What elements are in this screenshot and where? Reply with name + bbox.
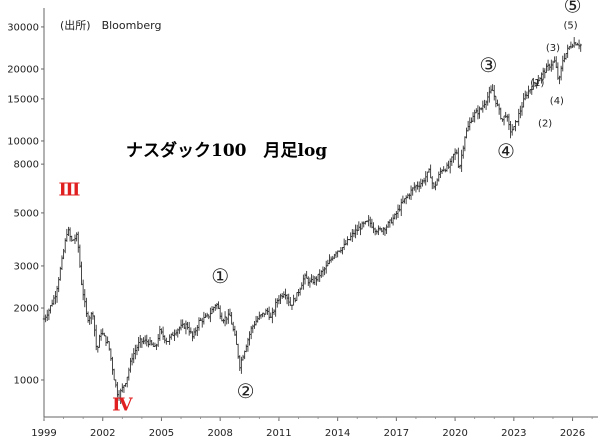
wave-label: Ⅳ	[112, 395, 133, 416]
x-tick-label: 2017	[384, 428, 409, 439]
wave-label: (4)	[550, 96, 564, 107]
y-tick-label: 15000	[7, 94, 39, 105]
x-tick-label: 2026	[560, 428, 585, 439]
wave-label: Ⅲ	[58, 180, 80, 201]
wave-label: ①	[211, 264, 229, 288]
y-tick-label: 5000	[14, 208, 39, 219]
y-tick-label: 1000	[14, 375, 39, 386]
x-tick-label: 2023	[501, 428, 526, 439]
y-tick-label: 10000	[7, 136, 39, 147]
wave-label: ⑤	[564, 0, 582, 17]
y-tick-label: 30000	[7, 22, 39, 33]
wave-label: (5)	[564, 21, 578, 32]
x-tick-label: 2008	[207, 428, 232, 439]
wave-annotations: ⅢⅣⅤ①②③④⑤(1)(2)(3)(4)(5)	[58, 0, 581, 416]
y-tick-label: 20000	[7, 65, 39, 76]
wave-label: (1)	[530, 78, 544, 89]
y-tick-label: 3000	[14, 261, 39, 272]
x-tick-label: 2011	[266, 428, 291, 439]
wave-label: (2)	[538, 118, 552, 129]
x-tick-label: 2002	[90, 428, 115, 439]
wave-label: ②	[237, 379, 255, 403]
chart-axes: 1000 2000 3000 5000 8000 10000 15000 20000 30000…	[7, 8, 598, 439]
x-tick-label: 2005	[149, 428, 174, 439]
x-tick-label: 2020	[442, 428, 467, 439]
x-tick-label: 1999	[31, 428, 56, 439]
wave-label: ④	[497, 139, 515, 163]
y-tick-label: 8000	[14, 160, 39, 171]
y-tick-label: 2000	[14, 304, 39, 315]
source-note: (出所) Bloomberg	[60, 19, 162, 32]
wave-label: (3)	[546, 43, 560, 54]
ohlc-bars	[42, 37, 582, 404]
chart-title: ナスダック100 月足log	[126, 141, 328, 161]
x-tick-label: 2014	[325, 428, 350, 439]
wave-label: ③	[479, 53, 497, 77]
